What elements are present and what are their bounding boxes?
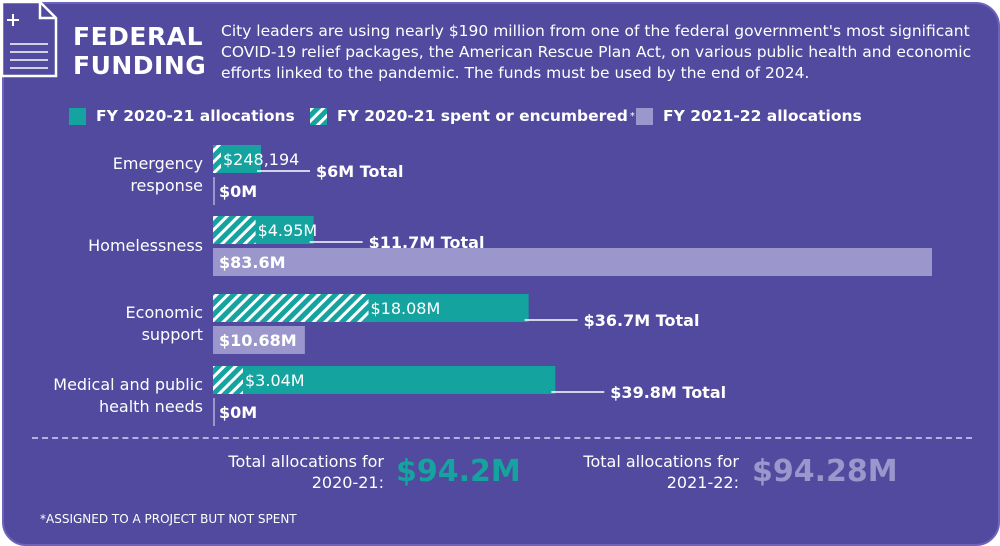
bar-alloc-2122 xyxy=(213,248,932,276)
spent-label: $18.08M xyxy=(370,299,440,318)
legend-swatch-light xyxy=(636,107,653,125)
page-title: FEDERAL FUNDING xyxy=(73,22,206,80)
total-label: $11.7M Total xyxy=(369,233,485,252)
legend-swatch-solid xyxy=(69,107,86,125)
category-label: Economic support xyxy=(20,302,203,346)
alloc-2122-label: $83.6M xyxy=(219,253,286,272)
bar-chart: $248,194 $6M Total $0M $4.95M $11.7M Total $8… xyxy=(213,145,932,426)
legend-label-alloc-2122: FY 2021-22 allocations xyxy=(663,107,862,125)
legend: FY 2020-21 allocations FY 2020-21 spent … xyxy=(0,104,1000,128)
legend-item-spent-2021: FY 2020-21 spent or encumbered * xyxy=(310,104,635,128)
spent-label: $3.04M xyxy=(245,371,305,390)
bar-alloc-2122 xyxy=(213,177,215,205)
bar-spent-2021 xyxy=(213,145,221,173)
bar-spent-2021 xyxy=(213,216,256,244)
legend-label-alloc-2021: FY 2020-21 allocations xyxy=(96,107,295,125)
alloc-2122-label: $10.68M xyxy=(219,331,297,350)
legend-swatch-hatched xyxy=(310,107,327,125)
document-icon xyxy=(0,0,58,78)
category-label-line: response xyxy=(130,176,203,195)
total-label: $6M Total xyxy=(316,162,403,181)
total-2122-label: Total allocations for 2021-22: xyxy=(545,451,739,493)
total-2122-label-line1: Total allocations for xyxy=(583,452,739,471)
category-label-line: Economic xyxy=(125,303,203,322)
bar-spent-2021 xyxy=(213,366,243,394)
bar-alloc-2122 xyxy=(213,326,305,354)
spent-label: $4.95M xyxy=(258,221,318,240)
category-label-line: Medical and public xyxy=(53,375,203,394)
total-2021-label-line2: 2020-21: xyxy=(311,473,384,492)
bar-alloc-2021 xyxy=(213,366,556,394)
bar-alloc-2122 xyxy=(213,398,215,426)
category-label: Medical and public health needs xyxy=(20,374,203,418)
intro-text: City leaders are using nearly $190 milli… xyxy=(221,22,972,82)
category-label-line: health needs xyxy=(98,397,203,416)
total-2122-label-line2: 2021-22: xyxy=(666,473,739,492)
total-2021-label-line1: Total allocations for xyxy=(228,452,384,471)
category-label-line: Emergency xyxy=(112,154,203,173)
category-label: Emergency response xyxy=(20,153,203,197)
dashed-divider xyxy=(32,437,972,439)
legend-item-alloc-2021: FY 2020-21 allocations xyxy=(69,104,295,128)
legend-item-alloc-2122: FY 2021-22 allocations xyxy=(636,104,862,128)
legend-footnote-marker: * xyxy=(629,110,635,122)
bar-spent-2021 xyxy=(213,294,369,322)
total-2021-value: $94.2M xyxy=(396,454,521,489)
total-2122-value: $94.28M xyxy=(752,454,898,489)
footnote: *ASSIGNED TO A PROJECT BUT NOT SPENT xyxy=(40,512,297,526)
alloc-2122-label: $0M xyxy=(219,403,257,422)
title-line-1: FEDERAL xyxy=(73,22,204,51)
total-label: $36.7M Total xyxy=(584,311,700,330)
alloc-2122-label: $0M xyxy=(219,182,257,201)
spent-label: $248,194 xyxy=(223,150,299,169)
title-line-2: FUNDING xyxy=(73,51,207,80)
total-2021-label: Total allocations for 2020-21: xyxy=(190,451,384,493)
category-label-line: support xyxy=(141,325,203,344)
category-label: Homelessness xyxy=(20,235,203,257)
total-label: $39.8M Total xyxy=(610,383,726,402)
legend-label-spent-2021: FY 2020-21 spent or encumbered xyxy=(337,107,628,125)
category-label-line: Homelessness xyxy=(88,236,203,255)
